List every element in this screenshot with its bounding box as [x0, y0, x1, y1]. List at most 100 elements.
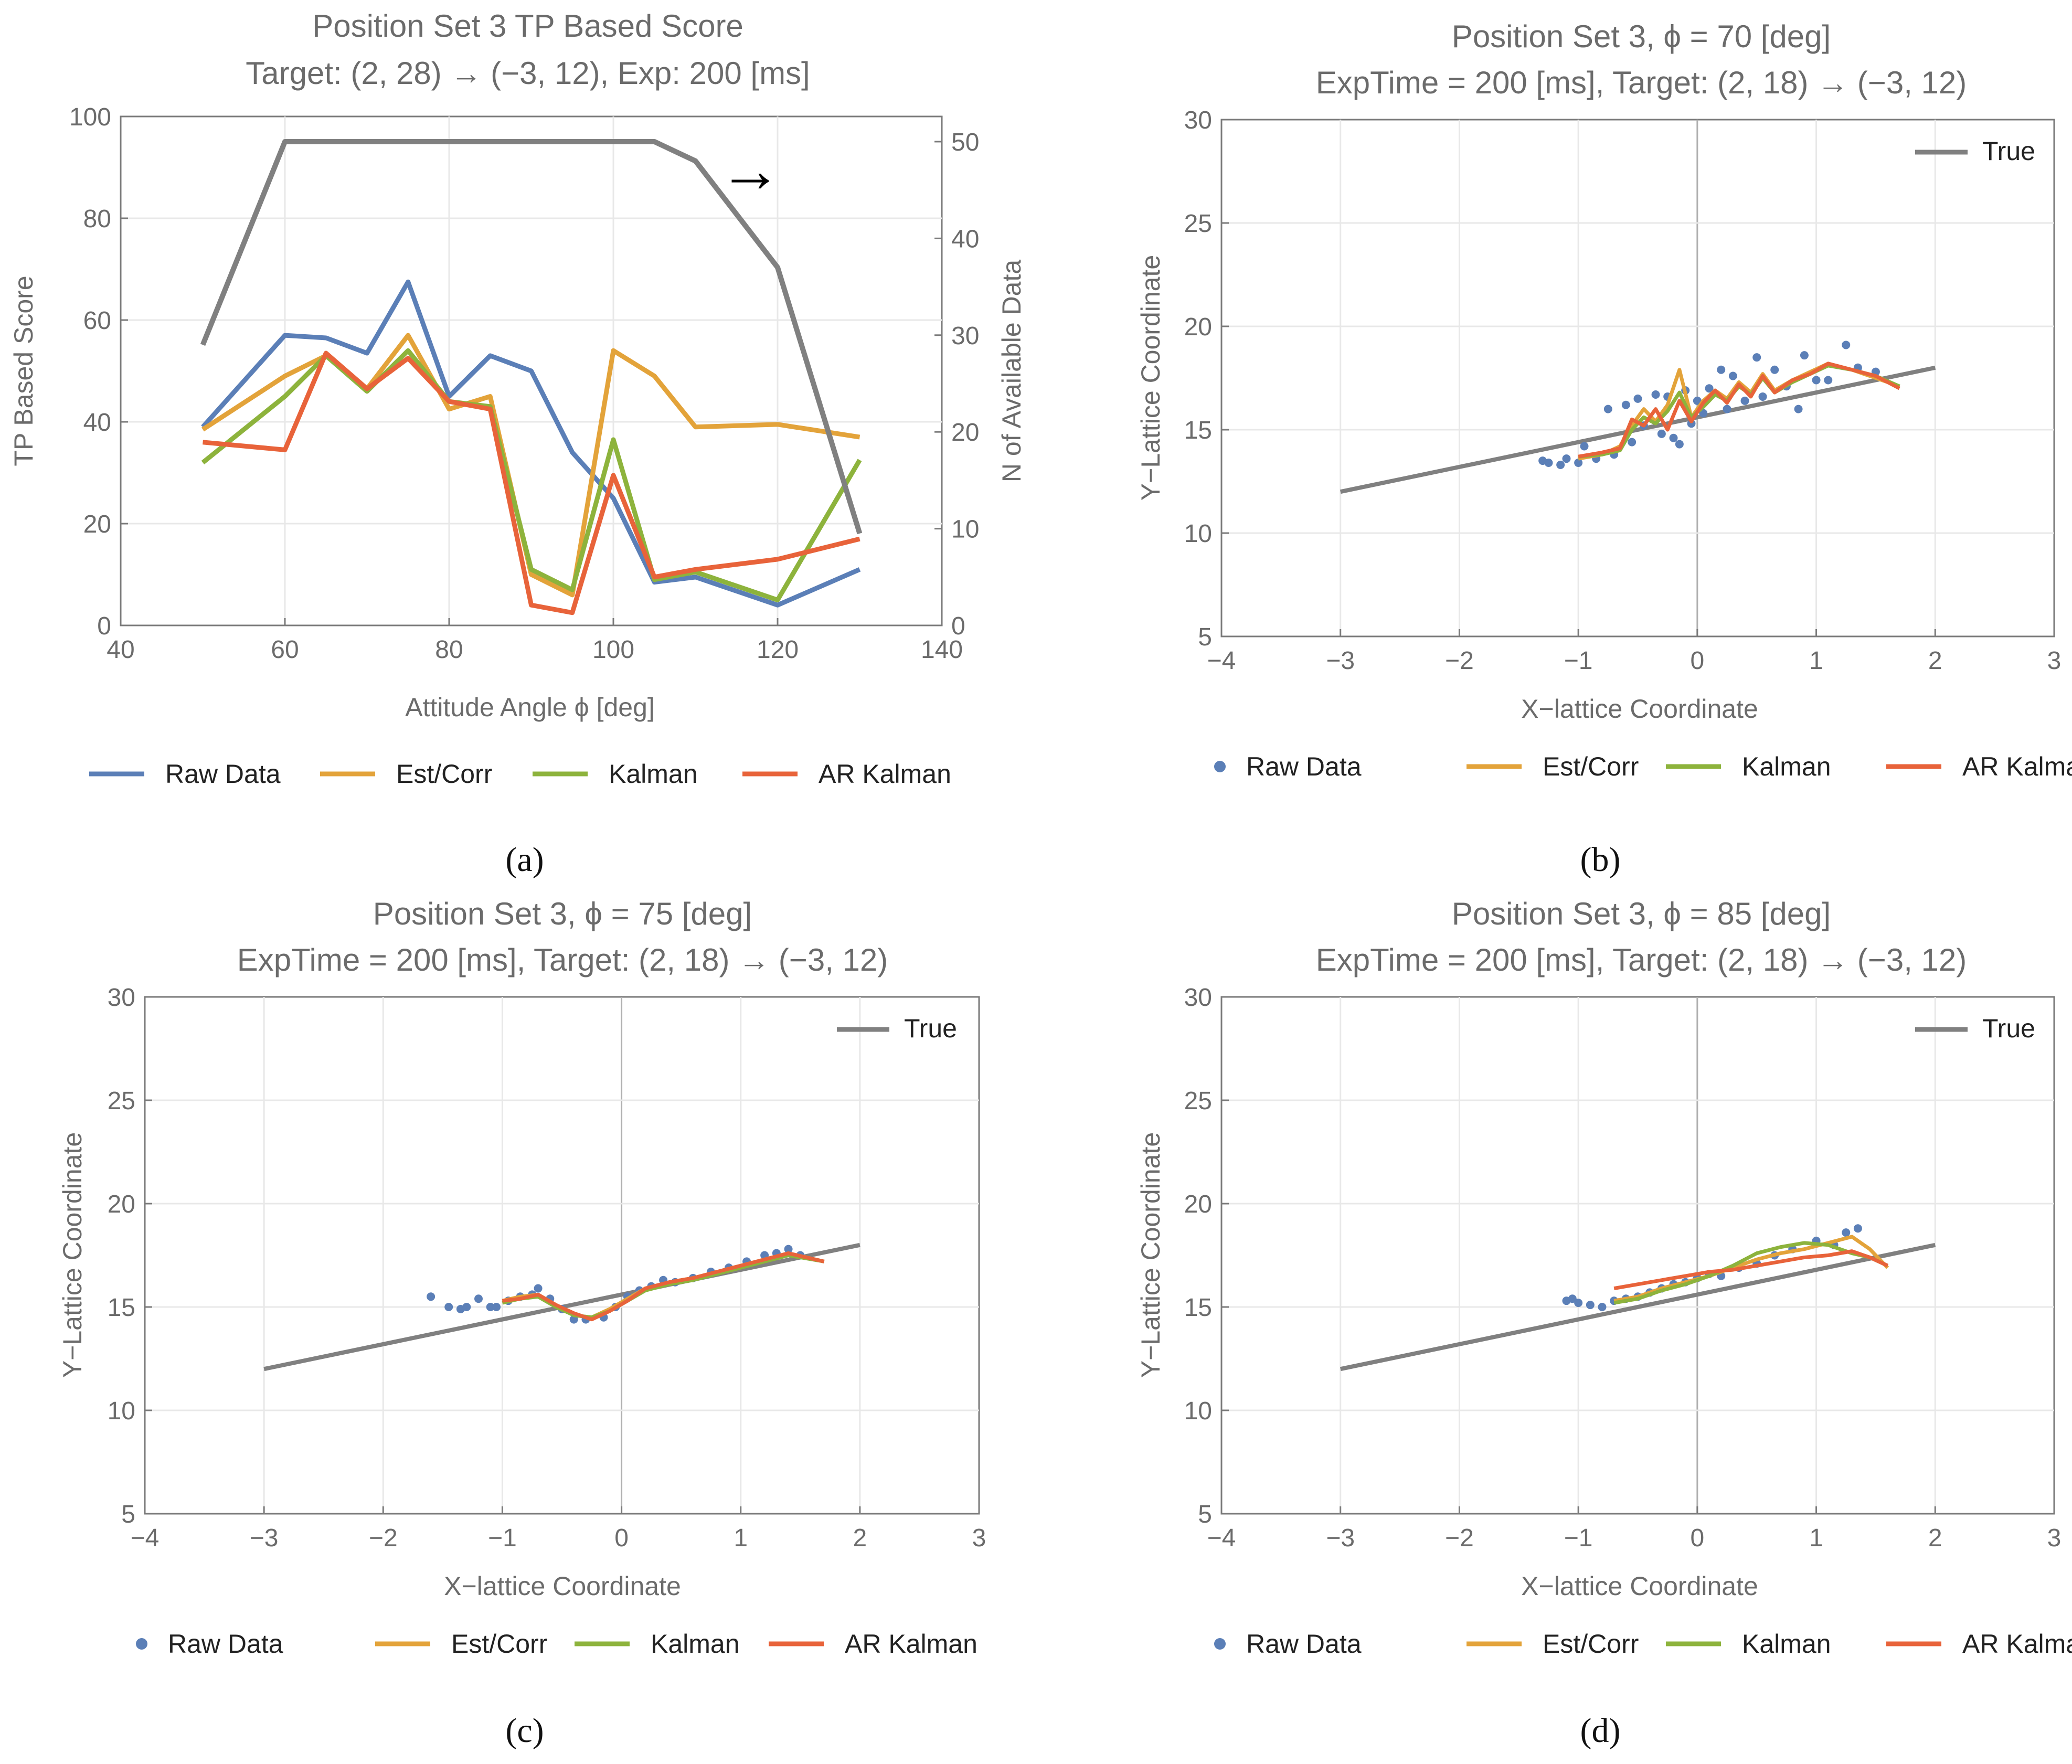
panel-a-ytick-label: 0 [97, 612, 111, 640]
panel-b-legend-label-kalman: Kalman [1742, 752, 1831, 781]
panel-c-label: (c) [505, 1712, 544, 1750]
panel-d-xtick-label: 2 [1928, 1524, 1942, 1552]
panel-a-title: Position Set 3 TP Based Score [312, 8, 743, 44]
panel-b-legend-swatch-raw-data [1214, 761, 1226, 772]
panel-c-raw-point [462, 1303, 471, 1311]
panel-a: Position Set 3 TP Based Score Target: (2… [9, 8, 1026, 879]
panel-d: Position Set 3, ϕ = 85 [deg] ExpTime = 2… [1136, 896, 2072, 1750]
panel-c-ylabel: Y−Lattice Coordinate [58, 1132, 87, 1378]
panel-b-legend: Raw Data Est/Corr Kalman AR Kalman [1214, 752, 2072, 781]
panel-b-xtick-label: 1 [1809, 647, 1823, 675]
panel-b-xtick-label: 3 [2047, 647, 2062, 675]
panel-d-label: (d) [1580, 1712, 1621, 1750]
panel-b-raw-point [1544, 459, 1553, 467]
panel-d-raw-point [1574, 1299, 1583, 1308]
panel-d-subtitle: ExpTime = 200 [ms], Target: (2, 18) → (−… [1316, 942, 1967, 977]
panel-a-plot-frame [120, 115, 943, 626]
panel-a-legend-label-ar-kalman: AR Kalman [819, 759, 951, 789]
panel-b-ytick-label: 5 [1198, 623, 1212, 651]
panel-a-grid [121, 116, 942, 625]
panel-c-xtick-label: −1 [488, 1524, 517, 1552]
panel-b-raw-point [1633, 394, 1642, 403]
panel-a-ytick-label: 40 [83, 409, 111, 437]
panel-d-xlabel: X−lattice Coordinate [1521, 1571, 1758, 1601]
panel-a-y2tick-label: 20 [951, 419, 979, 447]
panel-c-ytick-label: 20 [108, 1191, 135, 1218]
panel-b-raw-point [1824, 376, 1833, 385]
panel-a-legend: Raw Data Est/Corr Kalman AR Kalman [89, 759, 951, 789]
panel-b-raw-point [1812, 376, 1821, 385]
panel-b-xlabel: X−lattice Coordinate [1521, 694, 1758, 724]
panel-b-xtick-label: 0 [1691, 647, 1705, 675]
panel-a-y2tick-label: 50 [951, 129, 979, 156]
panel-c-legend-label-est-corr: Est/Corr [451, 1629, 547, 1659]
panel-b-xtick-label: −4 [1207, 647, 1236, 675]
panel-d-ytick-label: 20 [1184, 1191, 1212, 1218]
panel-a-ylabel: TP Based Score [9, 275, 38, 466]
panel-b-series-kalman [1578, 364, 1900, 459]
panel-c-legend-swatch-raw-data [136, 1638, 147, 1650]
panel-b-raw-point [1603, 405, 1612, 413]
panel-a-y2label: N of Available Data [997, 260, 1026, 483]
panel-a-xtick-label: 80 [435, 636, 463, 664]
panel-c-xtick-label: 2 [853, 1524, 867, 1552]
panel-a-xtick-label: 140 [921, 636, 963, 664]
panel-c: Position Set 3, ϕ = 75 [deg] ExpTime = 2… [58, 896, 986, 1750]
panel-c-subtitle: ExpTime = 200 [ms], Target: (2, 18) → (−… [237, 942, 888, 977]
panel-a-legend-label-kalman: Kalman [609, 759, 698, 789]
panel-a-series [200, 139, 863, 615]
panel-c-xtick-label: 1 [734, 1524, 748, 1552]
panel-d-plot-frame [1220, 996, 2055, 1515]
panel-b: Position Set 3, ϕ = 70 [deg] ExpTime = 2… [1136, 19, 2072, 879]
panel-a-y2tick-label: 0 [951, 612, 965, 640]
panel-d-xtick-label: 1 [1809, 1524, 1823, 1552]
panel-b-ylabel: Y−Lattice Coordinate [1136, 255, 1165, 501]
panel-b-grid [1221, 120, 2054, 636]
panel-b-ytick-label: 20 [1184, 313, 1212, 341]
panel-b-raw-point [1621, 400, 1630, 409]
panel-b-raw-point [1740, 396, 1749, 405]
panel-d-series [1340, 1224, 1936, 1372]
panel-c-ytick-label: 30 [108, 984, 135, 1012]
panel-d-xtick-label: −2 [1445, 1524, 1474, 1552]
panel-a-label: (a) [505, 841, 544, 879]
panel-a-y2tick-label: 30 [951, 322, 979, 350]
panel-c-raw-point [534, 1284, 543, 1293]
panel-b-raw-point [1723, 405, 1731, 413]
panel-b-raw-point [1717, 365, 1726, 374]
panel-b-xtick-label: −2 [1445, 647, 1474, 675]
panel-b-series-est-corr [1578, 362, 1900, 461]
panel-d-raw-point [1586, 1301, 1595, 1310]
panel-d-ytick-label: 10 [1184, 1397, 1212, 1425]
panel-a-legend-label-raw-data: Raw Data [165, 759, 281, 789]
panel-c-raw-point [784, 1245, 793, 1253]
panel-c-ytick-label: 10 [108, 1397, 135, 1425]
panel-a-series-raw-data [201, 279, 861, 608]
panel-b-raw-point [1580, 442, 1589, 451]
panel-d-legend-label-kalman: Kalman [1742, 1629, 1831, 1659]
panel-d-grid [1221, 997, 2054, 1514]
panel-a-series-ar-kalman [203, 350, 860, 615]
panel-d-series-est-corr [1613, 1235, 1889, 1303]
panel-d-true-legend-label: True [1982, 1014, 2035, 1043]
panel-b-raw-point [1556, 460, 1565, 469]
panel-d-raw-point [1568, 1294, 1577, 1303]
panel-d-legend-label-est-corr: Est/Corr [1543, 1629, 1639, 1659]
panel-b-raw-point [1800, 351, 1809, 360]
panel-d-ticks: −4 −3 −2 −1 0 1 2 3 5 10 15 20 25 30 [1184, 984, 2062, 1552]
panel-b-raw-point [1752, 353, 1761, 362]
panel-c-ytick-label: 15 [108, 1294, 135, 1322]
panel-a-ytick-label: 60 [83, 307, 111, 335]
panel-c-legend: Raw Data Est/Corr Kalman AR Kalman [136, 1629, 977, 1659]
panel-d-legend-label-ar-kalman: AR Kalman [1962, 1629, 2072, 1659]
panel-b-legend-label-ar-kalman: AR Kalman [1962, 752, 2072, 781]
panel-d-raw-point [1842, 1228, 1851, 1237]
panel-b-xtick-label: 2 [1928, 647, 1942, 675]
panel-d-xtick-label: −4 [1207, 1524, 1236, 1552]
panel-c-legend-label-ar-kalman: AR Kalman [845, 1629, 977, 1659]
panel-b-series-ar-kalman [1578, 362, 1900, 459]
panel-a-ytick-label: 80 [83, 205, 111, 233]
panel-b-true-line [1340, 365, 1936, 494]
panel-d-series-ar-kalman [1613, 1249, 1889, 1290]
